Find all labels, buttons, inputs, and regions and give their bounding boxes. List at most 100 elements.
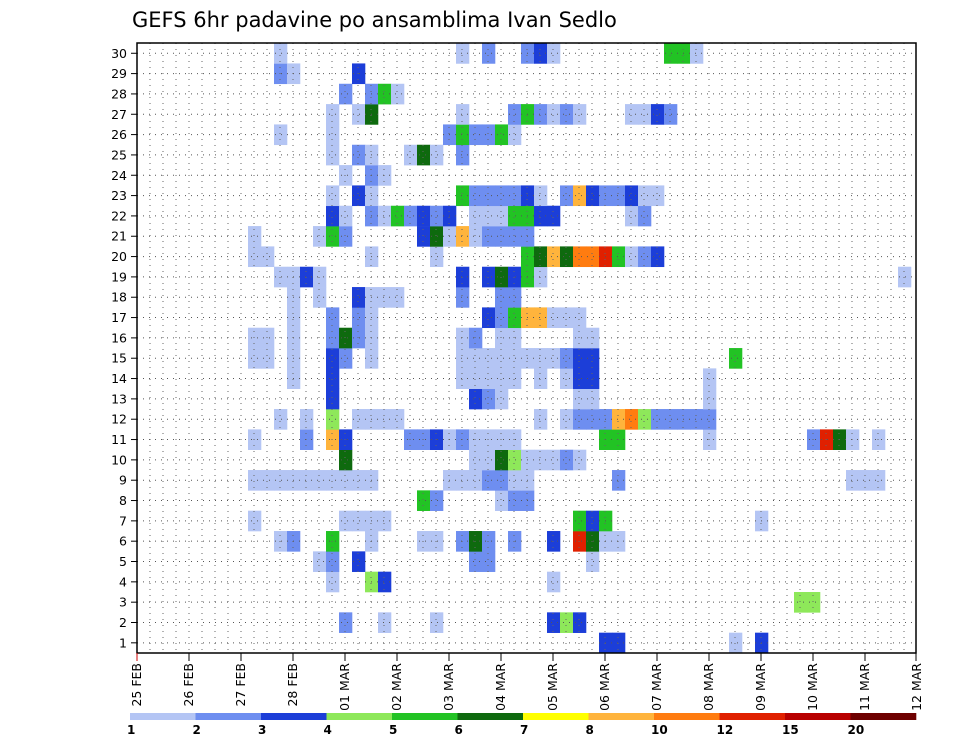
legend-swatch [195,713,262,720]
heatmap-cell [469,327,483,349]
heatmap-cell [534,449,548,471]
heatmap-cell [547,104,561,125]
heatmap-cell [352,409,366,430]
heatmap-cell [339,510,353,532]
heatmap-cell [352,104,366,125]
heatmap-cell [534,104,548,125]
heatmap-cell [508,348,522,369]
heatmap-cell [638,205,652,227]
heatmap-cell [313,551,327,572]
heatmap-cell [378,571,392,593]
heatmap-cell [469,348,483,369]
heatmap-cell [482,470,496,491]
heatmap-cell [404,144,418,166]
x-tick-label: 10 MAR [805,663,820,711]
heatmap-cell [573,368,587,390]
heatmap-cell [352,470,366,491]
heatmap-cell [534,43,548,64]
heatmap-cell [703,368,717,390]
y-tick-label: 15 [111,351,127,366]
heatmap-cell [508,287,522,308]
heatmap-cell [495,388,509,410]
y-tick-label: 6 [119,534,127,549]
x-tick-label: 05 MAR [545,663,560,711]
heatmap-cell [534,368,548,390]
heatmap-cell [547,205,561,227]
heatmap-cell [534,307,548,329]
heatmap-cell [586,185,600,207]
heatmap-cell [508,327,522,349]
heatmap-cell [352,327,366,349]
heatmap-cell [339,83,353,105]
heatmap-cell [495,429,509,450]
y-tick-label: 24 [111,168,127,183]
heatmap-cell [638,246,652,268]
heatmap-cell [326,551,340,572]
heatmap-cell [703,388,717,410]
heatmap-cell [495,266,509,288]
heatmap-cell [313,470,327,491]
heatmap-cell [508,307,522,329]
heatmap-cell [495,307,509,329]
heatmap-cell [261,246,275,268]
x-tick-label: 26 FEB [181,663,196,707]
heatmap-cell [378,165,392,186]
heatmap-cell [261,348,275,369]
heatmap-cell [690,409,704,430]
heatmap-cell [300,409,314,430]
heatmap-cell [664,104,678,125]
heatmap-cell [586,327,600,349]
heatmap-cell [326,104,340,125]
heatmap-cell [560,348,574,369]
heatmap-cell [612,531,626,552]
heatmap-cell [456,368,470,390]
heatmap-cell [651,246,665,268]
y-tick-label: 30 [111,46,127,61]
heatmap-cell [534,246,548,268]
x-tick-label: 08 MAR [701,663,716,711]
heatmap-cell [430,429,444,450]
heatmap-cell [378,83,392,105]
heatmap-cell [339,205,353,227]
heatmap-cell [638,104,652,125]
heatmap-cell [508,104,522,125]
heatmap-cell [495,348,509,369]
legend-threshold-label: 7 [520,723,528,737]
heatmap-cell [326,307,340,329]
y-tick-label: 19 [111,269,127,284]
color-legend: 1 2 3 4 5 6 7 8 10 12 15 20 [127,713,917,737]
heatmap-cell [560,104,574,125]
heatmap-cell [339,226,353,247]
heatmap-cell [573,327,587,349]
heatmap-cell [807,429,821,450]
y-tick-label: 29 [111,66,127,81]
heatmap-cell [495,470,509,491]
heatmap-cell [248,246,262,268]
heatmap-cell [508,449,522,471]
heatmap-cell [482,205,496,227]
heatmap-cell [573,531,587,552]
heatmap-cell [482,43,496,64]
heatmap-cell [625,185,639,207]
heatmap-cell [469,124,483,146]
heatmap-cell [690,43,704,64]
legend-threshold-label: 3 [258,723,266,737]
heatmap-cell [430,490,444,511]
heatmap-cell [534,185,548,207]
heatmap-cell [651,185,665,207]
heatmap-cell [560,612,574,633]
heatmap-cell [261,470,275,491]
legend-threshold-label: 8 [586,723,594,737]
heatmap-cell [846,429,860,450]
heatmap-cell [482,226,496,247]
heatmap-cell [430,226,444,247]
heatmap-cell [469,185,483,207]
y-tick-label: 8 [119,493,127,508]
heatmap-cell [378,612,392,633]
heatmap-cell [352,510,366,532]
heatmap-cell [339,348,353,369]
heatmap-cell [417,490,431,511]
heatmap-cell [482,429,496,450]
heatmap-cell [261,327,275,349]
heatmap-cell [482,449,496,471]
